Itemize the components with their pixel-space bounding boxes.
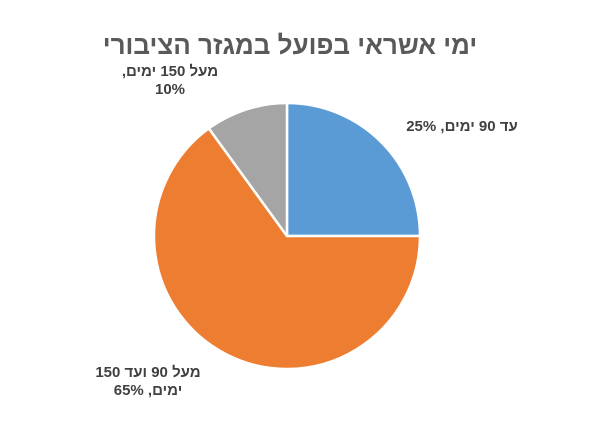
data-label-line: עד 90 ימים, 25% — [406, 118, 518, 135]
pie-slice-upto-90-days — [285, 101, 422, 238]
data-label-line: מעל 90 ועד 150 — [95, 364, 200, 381]
pie-slice-90-to-150-days — [152, 127, 422, 371]
data-label-upto-90-days: עד 90 ימים, 25% — [406, 118, 518, 135]
data-label-line: 10% — [155, 81, 185, 98]
data-labels: עד 90 ימים, 25%מעל 90 ועד 150 ימים, 65%מע… — [95, 63, 517, 399]
data-label-line: מעל 150 ימים, — [122, 63, 218, 80]
chart-title: ימי אשראי בפועל במגזר הציבורי — [103, 30, 478, 60]
pie-slices — [152, 101, 422, 371]
data-label-90-to-150-days: מעל 90 ועד 150 ימים, 65% — [95, 364, 200, 399]
data-label-over-150-days: מעל 150 ימים, 10% — [122, 63, 218, 98]
pie-slice-over-150-days — [207, 101, 289, 238]
data-label-line: ימים, 65% — [114, 382, 183, 399]
